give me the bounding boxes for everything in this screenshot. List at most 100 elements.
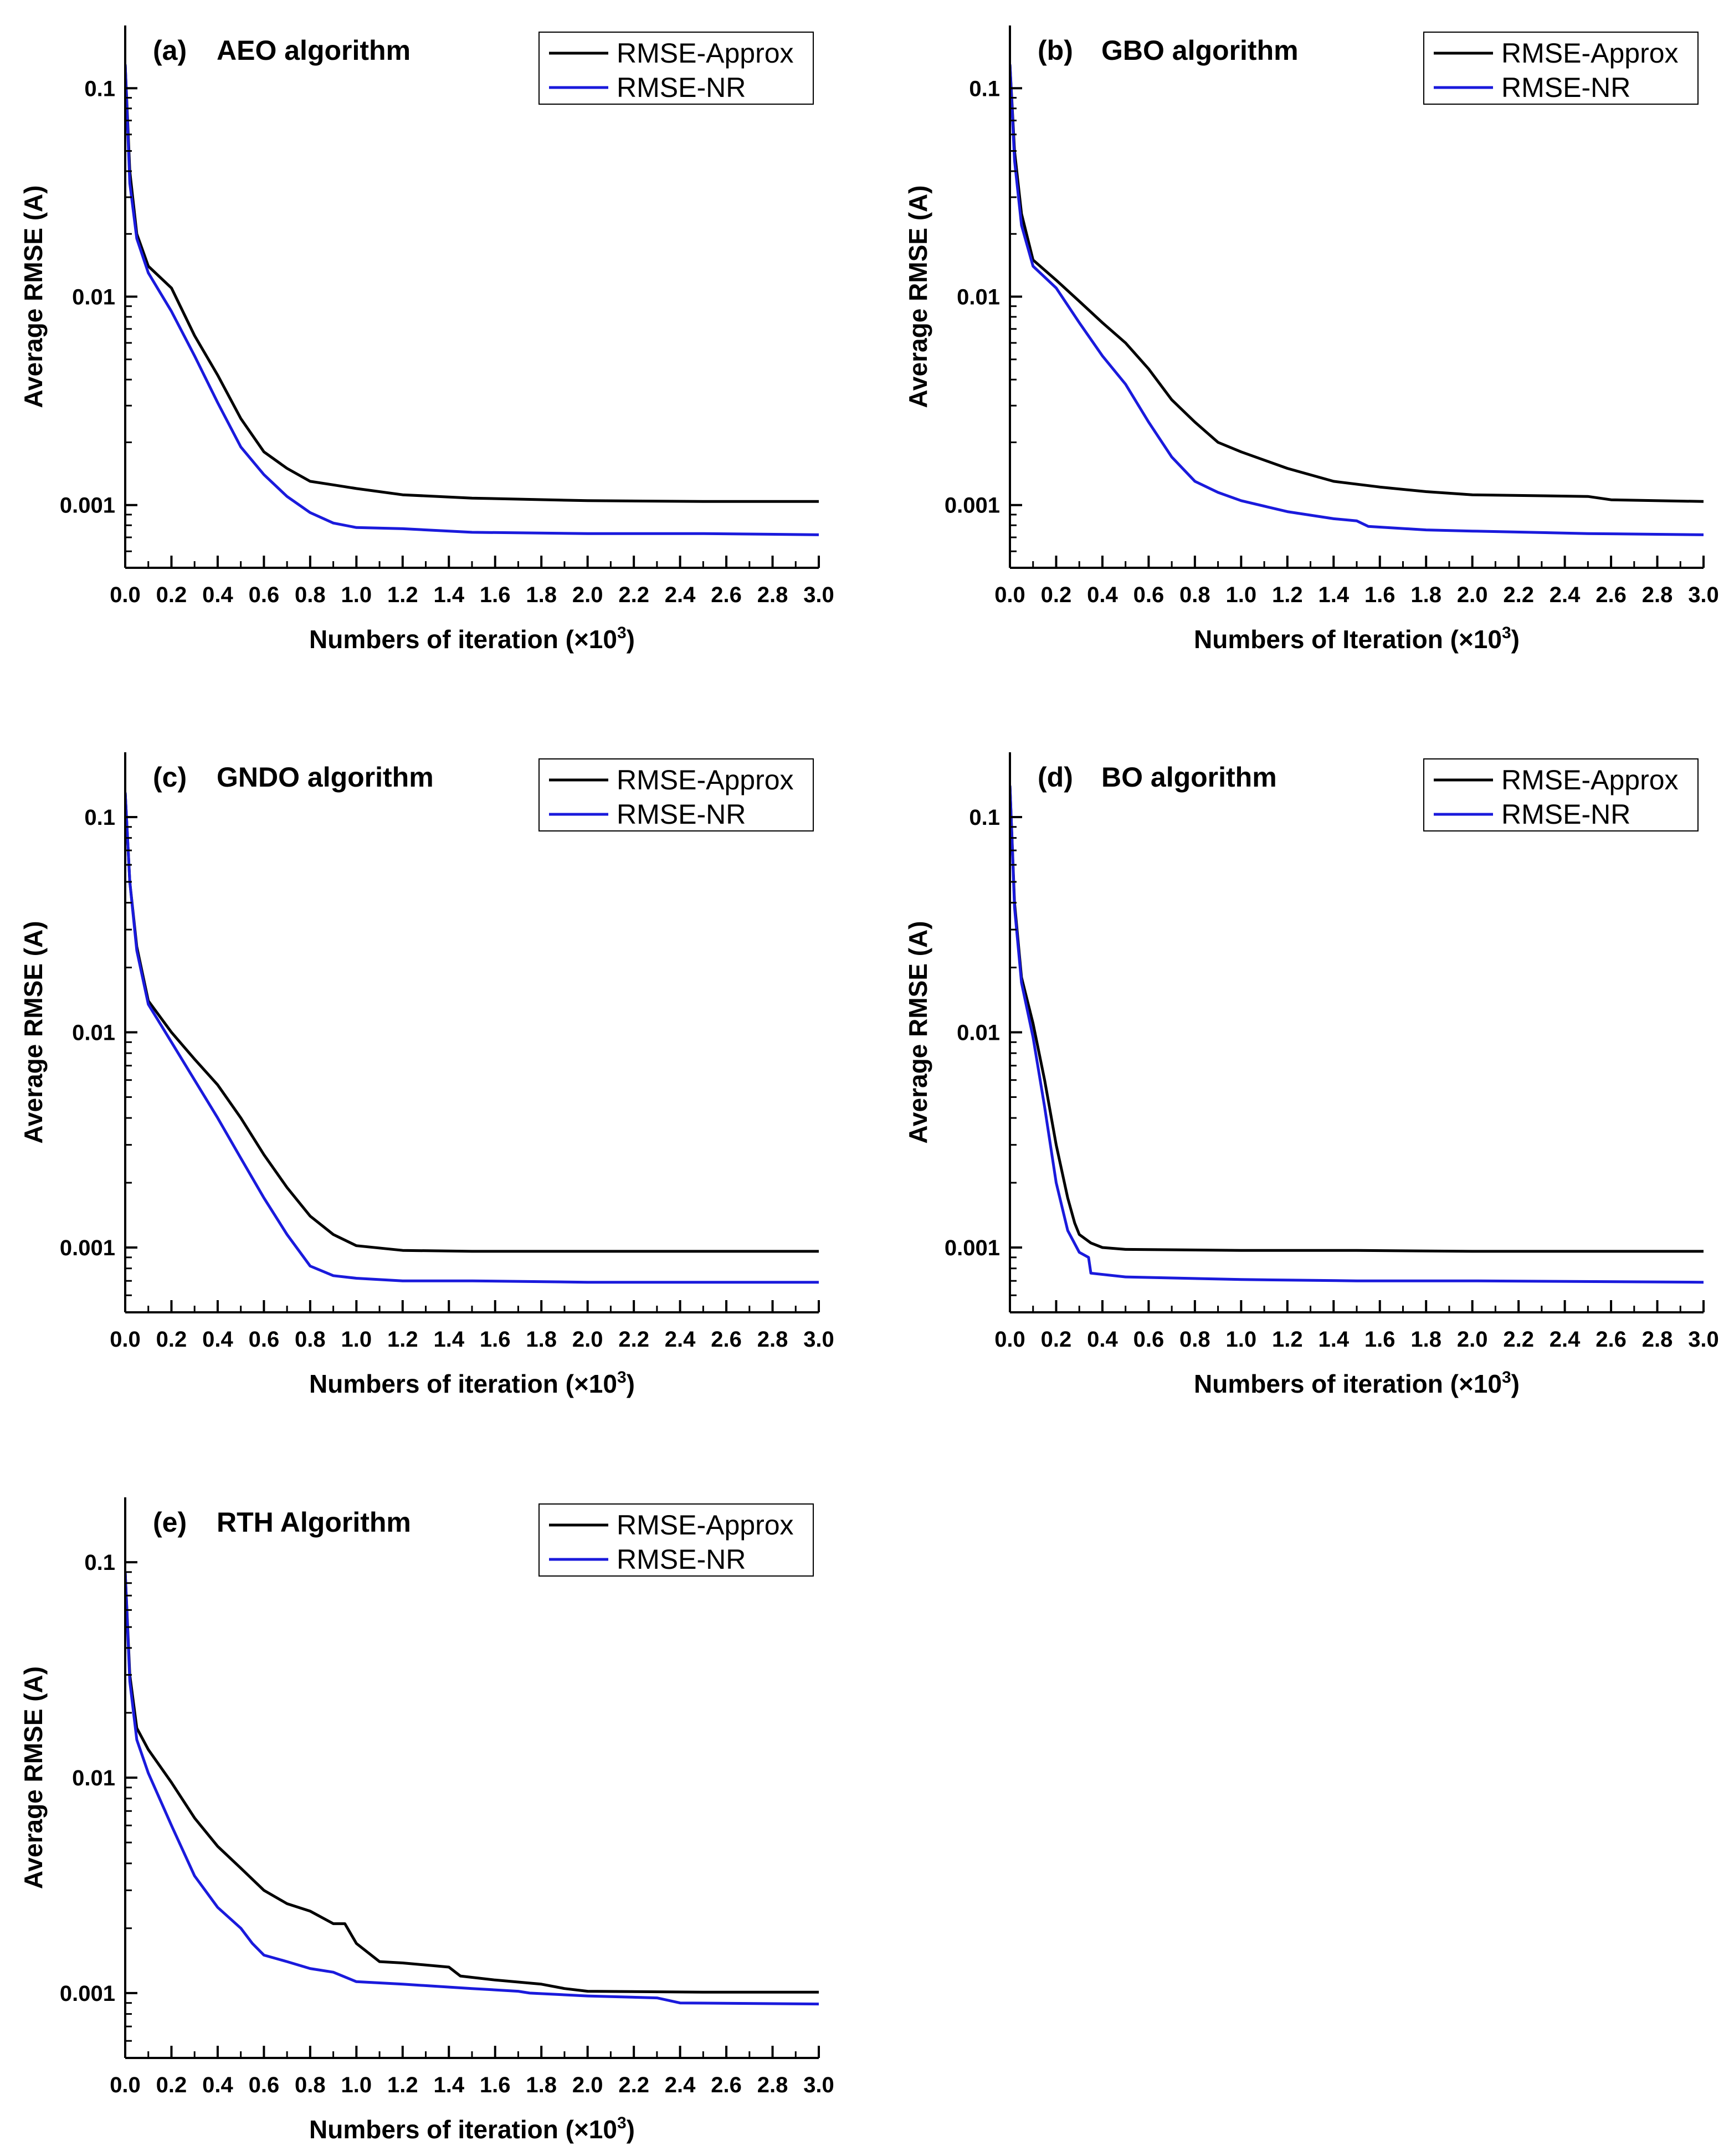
- series-line-rmse-approx: [125, 64, 819, 503]
- y-tick-label: 0.1: [84, 76, 115, 101]
- chart-panel-0: 0.0 0.2 0.4 0.6 0.8 1.0 1.2 1.4 1.6 1.8 2.0 2.2 2.4 2…: [19, 25, 834, 654]
- x-tick-label: 0.6: [1133, 1327, 1164, 1352]
- x-tick-label: 2.8: [1642, 1327, 1673, 1352]
- x-tick-label: 2.4: [665, 583, 696, 607]
- series-line-rmse-approx: [125, 1572, 819, 1994]
- x-tick-label: 0.4: [202, 1327, 233, 1352]
- legend-label: RMSE-NR: [617, 1544, 746, 1575]
- legend-label: RMSE-NR: [617, 799, 746, 830]
- y-tick-label: 0.001: [945, 1236, 1000, 1260]
- legend: RMSE-Approx RMSE-NR: [1423, 758, 1699, 831]
- legend-label: RMSE-NR: [1501, 799, 1630, 830]
- x-tick-label: 2.0: [572, 1327, 603, 1352]
- chart-panel-3: 0.0 0.2 0.4 0.6 0.8 1.0 1.2 1.4 1.6 1.8 2.0 2.2 2.4 2…: [904, 752, 1719, 1398]
- x-tick-label: 0.6: [249, 1327, 280, 1352]
- legend-box: [1423, 758, 1699, 831]
- legend-box: [538, 1503, 814, 1577]
- x-tick-label: 0.2: [156, 1327, 187, 1352]
- panel-title: RTH Algorithm: [217, 1507, 411, 1538]
- y-tick-label: 0.01: [957, 285, 1000, 310]
- x-tick-label: 1.6: [480, 1327, 511, 1352]
- x-tick-label: 0.6: [249, 2073, 280, 2097]
- y-tick-label: 0.01: [72, 285, 115, 310]
- y-tick-label: 0.001: [60, 1236, 115, 1260]
- x-tick-label: 2.4: [1550, 1327, 1581, 1352]
- x-tick-label: 1.6: [480, 583, 511, 607]
- y-tick-label: 0.001: [60, 494, 115, 518]
- series-line-rmse-nr: [125, 64, 819, 536]
- x-tick-label: 2.8: [757, 583, 788, 607]
- x-tick-label: 2.0: [1457, 1327, 1488, 1352]
- y-tick-label: 0.001: [945, 494, 1000, 518]
- x-tick-label: 0.8: [1179, 1327, 1210, 1352]
- x-tick-label: 0.8: [295, 1327, 326, 1352]
- y-tick-label: 0.1: [969, 805, 1000, 830]
- x-tick-label: 2.8: [757, 1327, 788, 1352]
- x-tick-label: 0.8: [295, 2073, 326, 2097]
- x-tick-label: 1.8: [526, 1327, 557, 1352]
- x-axis-title: Numbers of Iteration (×103): [1194, 624, 1520, 654]
- legend-label: RMSE-Approx: [1501, 38, 1679, 69]
- x-tick-label: 3.0: [803, 583, 834, 607]
- x-tick-label: 1.4: [1318, 583, 1349, 607]
- y-tick-label: 0.1: [84, 805, 115, 830]
- y-axis-title: Average RMSE (A): [904, 185, 932, 408]
- legend-label: RMSE-Approx: [617, 1510, 794, 1541]
- y-tick-label: 0.01: [72, 1766, 115, 1790]
- x-tick-label: 2.6: [711, 1327, 742, 1352]
- legend-box: [538, 758, 814, 831]
- x-tick-label: 3.0: [803, 1327, 834, 1352]
- legend-box: [1423, 32, 1699, 105]
- x-tick-label: 0.6: [1133, 583, 1164, 607]
- x-tick-label: 3.0: [1688, 583, 1719, 607]
- x-tick-label: 1.0: [341, 2073, 372, 2097]
- x-tick-label: 2.4: [665, 2073, 696, 2097]
- legend-label: RMSE-Approx: [617, 764, 794, 795]
- x-tick-label: 1.2: [387, 1327, 418, 1352]
- x-tick-label: 0.2: [1041, 1327, 1072, 1352]
- x-tick-label: 1.0: [341, 1327, 372, 1352]
- series-line-rmse-approx: [1010, 64, 1704, 503]
- x-tick-label: 0.0: [110, 583, 141, 607]
- y-tick-label: 0.001: [60, 1982, 115, 2006]
- x-tick-label: 0.8: [1179, 583, 1210, 607]
- x-tick-label: 2.6: [1596, 1327, 1627, 1352]
- x-tick-label: 2.2: [1503, 1327, 1534, 1352]
- series-line-rmse-nr: [125, 792, 819, 1284]
- x-tick-label: 1.0: [341, 583, 372, 607]
- x-tick-label: 2.2: [618, 1327, 649, 1352]
- x-tick-label: 0.0: [110, 2073, 141, 2097]
- x-tick-label: 1.4: [1318, 1327, 1349, 1352]
- x-tick-label: 3.0: [1688, 1327, 1719, 1352]
- legend: RMSE-Approx RMSE-NR: [538, 758, 814, 831]
- x-tick-label: 2.4: [665, 1327, 696, 1352]
- x-tick-label: 1.8: [1410, 1327, 1441, 1352]
- x-tick-label: 0.0: [994, 1327, 1025, 1352]
- legend-label: RMSE-NR: [617, 72, 746, 103]
- x-tick-label: 2.0: [1457, 583, 1488, 607]
- x-tick-label: 2.2: [618, 2073, 649, 2097]
- y-axis-title: Average RMSE (A): [19, 1666, 48, 1889]
- x-tick-label: 2.4: [1550, 583, 1581, 607]
- x-tick-label: 2.6: [1596, 583, 1627, 607]
- x-tick-label: 2.6: [711, 583, 742, 607]
- x-tick-label: 1.8: [526, 583, 557, 607]
- x-tick-label: 1.2: [387, 583, 418, 607]
- legend-label: RMSE-Approx: [1501, 764, 1679, 795]
- series-line-rmse-nr: [125, 1572, 819, 2006]
- x-tick-label: 1.6: [480, 2073, 511, 2097]
- x-tick-label: 1.4: [433, 2073, 464, 2097]
- chart-panel-2: 0.0 0.2 0.4 0.6 0.8 1.0 1.2 1.4 1.6 1.8 2.0 2.2 2.4 2…: [19, 752, 834, 1398]
- series-line-rmse-approx: [125, 792, 819, 1253]
- x-tick-label: 0.4: [1087, 1327, 1118, 1352]
- panel-title: AEO algorithm: [217, 35, 411, 66]
- y-tick-label: 0.1: [84, 1551, 115, 1575]
- y-axis-title: Average RMSE (A): [904, 921, 932, 1143]
- x-tick-label: 1.0: [1226, 1327, 1257, 1352]
- x-tick-label: 1.4: [433, 583, 464, 607]
- x-tick-label: 1.6: [1364, 1327, 1396, 1352]
- x-tick-label: 1.2: [1272, 583, 1303, 607]
